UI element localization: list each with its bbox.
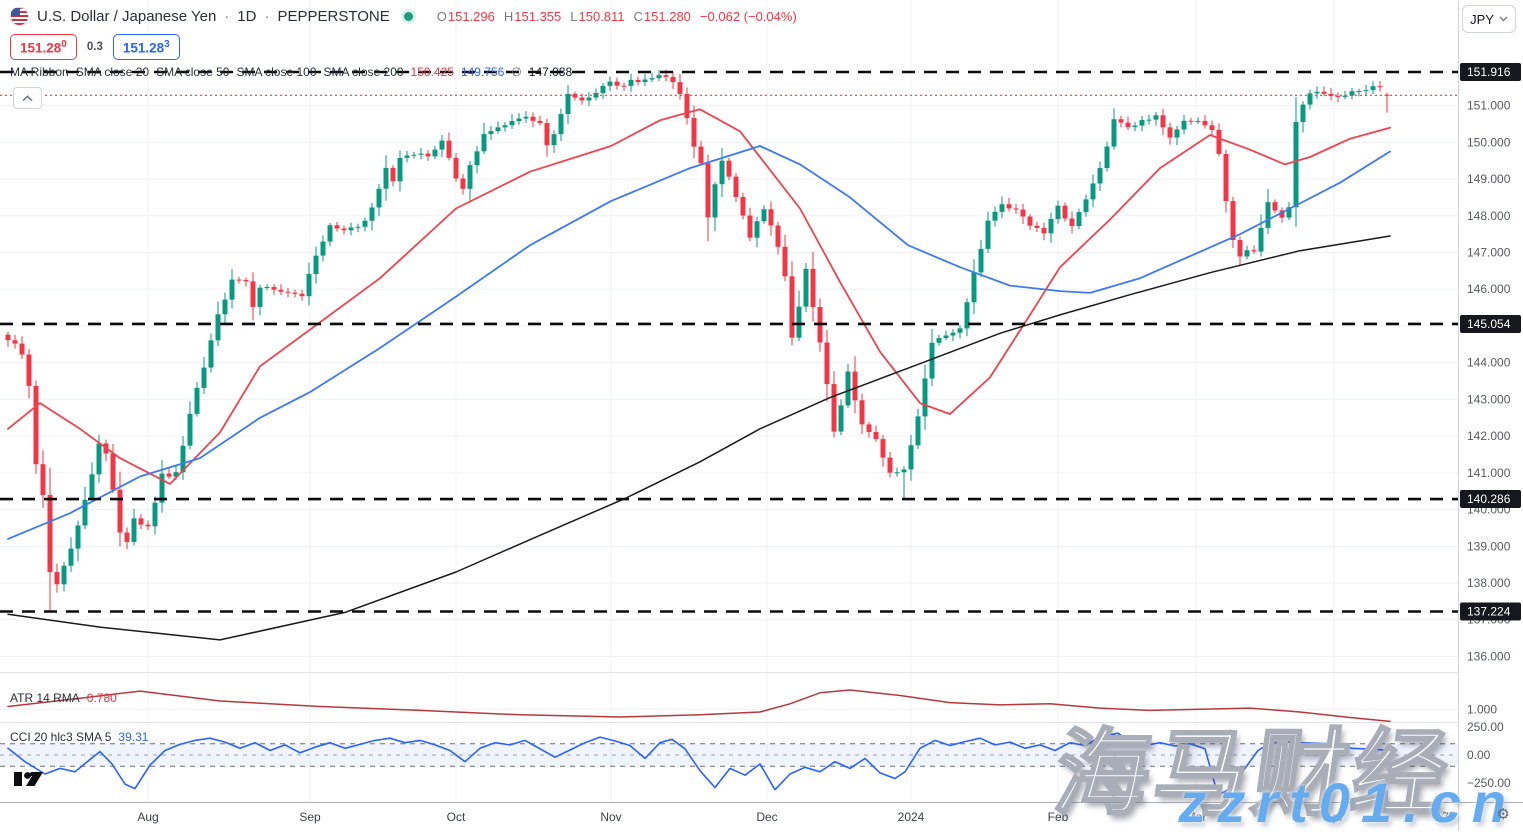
low-label: L <box>570 9 578 24</box>
spread-value: 0.3 <box>86 40 103 53</box>
ma-param-20: SMA close 20 <box>75 65 150 79</box>
svg-text:151.916: 151.916 <box>1467 65 1511 79</box>
price-badge <box>1460 602 1521 621</box>
price-badge <box>1460 490 1521 509</box>
price-scale[interactable] <box>1459 0 1523 802</box>
high-label: H <box>503 9 514 24</box>
indicator-name: CCI 20 hlc3 SMA 5 <box>10 730 112 744</box>
svg-text:2024: 2024 <box>898 810 925 824</box>
exchange-name[interactable]: PEPPERSTONE <box>277 8 390 25</box>
buy-price: 151.28 <box>122 40 165 56</box>
ohlc-values: O151.296 H151.355 L150.811 C151.280 −0.0… <box>437 9 797 24</box>
close-value: 151.280 <box>643 9 691 24</box>
currency-unit-selector[interactable]: JPY <box>1462 5 1516 33</box>
svg-text:Mar: Mar <box>1186 810 1207 824</box>
svg-text:Sep: Sep <box>299 810 321 824</box>
chevron-down-icon <box>1499 16 1508 22</box>
sma20-value: 150.425 <box>410 65 454 79</box>
price-badge <box>1460 63 1521 81</box>
sma20-line <box>7 108 1391 485</box>
svg-text:141.000: 141.000 <box>1467 466 1511 480</box>
sma200-line <box>7 235 1391 641</box>
buy-button[interactable]: 151.283 <box>112 34 180 60</box>
svg-text:250.00: 250.00 <box>1467 720 1504 734</box>
price-badge <box>1460 314 1521 333</box>
svg-text:145.054: 145.054 <box>1467 317 1511 331</box>
atr-legend[interactable]: ATR 14 RMA 0.780 <box>10 691 117 705</box>
usd-flag-icon <box>10 7 29 26</box>
sma50-value: 149.756 <box>460 65 505 79</box>
svg-text:142.000: 142.000 <box>1467 429 1511 443</box>
svg-text:137.224: 137.224 <box>1467 604 1511 618</box>
sma50-line <box>7 145 1391 540</box>
buy-price-pip: 3 <box>164 39 170 50</box>
svg-text:Apr: Apr <box>1325 810 1344 824</box>
ma-param-50: SMA close 50 <box>156 65 230 79</box>
tradingview-logo-icon <box>14 772 43 786</box>
svg-text:Feb: Feb <box>1048 810 1069 824</box>
trade-panel: 151.280 0.3 151.283 <box>10 34 180 60</box>
market-status-icon[interactable] <box>403 12 413 21</box>
candles-layer[interactable] <box>5 69 1390 611</box>
change-value: −0.062 (−0.04%) <box>699 9 797 24</box>
currency-label: JPY <box>1470 11 1494 27</box>
separator: · <box>224 8 230 25</box>
svg-text:140.286: 140.286 <box>1467 492 1511 506</box>
svg-text:0.00: 0.00 <box>1467 748 1491 762</box>
timeframe[interactable]: 1D <box>237 8 257 25</box>
ma-ribbon-legend[interactable]: MA Ribbon SMA close 20 SMA close 50 SMA … <box>10 65 572 79</box>
collapse-legend-button[interactable] <box>13 87 42 109</box>
indicator-name: MA Ribbon <box>10 65 69 79</box>
svg-text:149.000: 149.000 <box>1467 172 1511 186</box>
low-value: 150.811 <box>578 9 625 24</box>
sma200-value: 147.088 <box>528 65 573 79</box>
separator: · <box>264 8 270 25</box>
sell-price: 151.28 <box>20 40 62 56</box>
sell-price-pip: 0 <box>61 39 67 50</box>
svg-text:Aug: Aug <box>137 810 158 824</box>
open-label: O <box>436 9 447 24</box>
cci-value: 39.31 <box>118 730 149 744</box>
open-value: 151.296 <box>447 9 495 24</box>
chevron-up-icon <box>22 94 33 101</box>
svg-text:143.000: 143.000 <box>1467 392 1511 406</box>
svg-text:−250.00: −250.00 <box>1467 776 1511 790</box>
close-label: C <box>633 9 643 24</box>
ma-param-100: SMA close 100 <box>236 65 317 79</box>
svg-text:Oct: Oct <box>447 810 466 824</box>
tradingview-logo[interactable] <box>14 768 46 793</box>
svg-text:150.000: 150.000 <box>1467 135 1511 149</box>
gear-icon[interactable]: ⚙ <box>1496 806 1510 823</box>
grid <box>0 0 1458 802</box>
svg-text:17.: 17. <box>1436 810 1453 824</box>
symbol-title[interactable]: U.S. Dollar / Japanese Yen <box>37 8 217 25</box>
cci-line <box>7 732 1391 797</box>
cci-legend[interactable]: CCI 20 hlc3 SMA 5 39.31 <box>10 730 148 744</box>
symbol-header: U.S. Dollar / Japanese Yen · 1D · PEPPER… <box>10 7 797 26</box>
svg-text:136.000: 136.000 <box>1467 649 1511 663</box>
svg-text:151.000: 151.000 <box>1467 99 1511 113</box>
high-value: 151.355 <box>514 9 562 24</box>
svg-text:147.000: 147.000 <box>1467 246 1511 260</box>
ma-param-200: SMA close 200 <box>323 65 404 79</box>
atr-value: 0.780 <box>86 691 117 705</box>
svg-text:138.000: 138.000 <box>1467 576 1511 590</box>
svg-text:Nov: Nov <box>600 810 621 824</box>
svg-text:139.000: 139.000 <box>1467 539 1511 553</box>
svg-text:144.000: 144.000 <box>1467 356 1511 370</box>
sma100-hidden-icon: ∅ <box>511 65 522 79</box>
svg-text:1.000: 1.000 <box>1467 702 1497 716</box>
svg-text:Dec: Dec <box>756 810 777 824</box>
atr-line <box>7 689 1391 723</box>
svg-text:146.000: 146.000 <box>1467 282 1511 296</box>
indicator-name: ATR 14 RMA <box>10 691 80 705</box>
sell-button[interactable]: 151.280 <box>10 34 77 60</box>
svg-text:148.000: 148.000 <box>1467 209 1511 223</box>
